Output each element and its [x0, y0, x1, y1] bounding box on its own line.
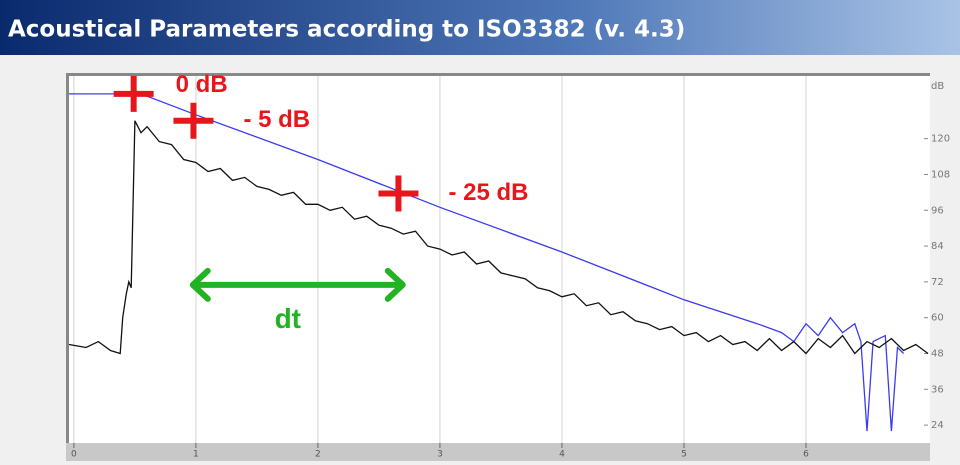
- x-tick-label: 6: [803, 450, 809, 460]
- y-tick-label: 24: [931, 420, 944, 431]
- y-unit-label: dB: [931, 81, 944, 92]
- annotation-label: - 5 dB: [243, 106, 310, 133]
- x-tick-label: 1: [193, 450, 199, 460]
- y-tick-label: 72: [931, 277, 944, 288]
- dt-label: dt: [275, 303, 301, 334]
- y-tick-label: 48: [931, 348, 944, 359]
- plot-area: [69, 76, 930, 445]
- dt-arrow: [189, 267, 406, 302]
- y-tick-label: 36: [931, 384, 944, 395]
- y-tick-label: 96: [931, 205, 944, 216]
- annotation-label: - 25 dB: [448, 179, 528, 206]
- x-tick-label: 4: [559, 450, 565, 460]
- marker-cross: [173, 102, 214, 139]
- marker-cross: [113, 75, 154, 112]
- marker-cross: [378, 175, 419, 212]
- y-tick-label: 108: [931, 169, 950, 180]
- annotation-label: 0 dB: [176, 71, 228, 98]
- series-line: [68, 120, 929, 355]
- y-tick-label: 60: [931, 313, 944, 324]
- window-title: Acoustical Parameters according to ISO33…: [8, 17, 685, 43]
- x-tick-label: 3: [437, 450, 443, 460]
- x-tick-label: 2: [315, 450, 321, 460]
- title-bar: [0, 0, 960, 55]
- y-tick-label: 84: [931, 241, 944, 252]
- x-axis-band: [66, 443, 930, 461]
- x-tick-label: 0: [71, 450, 77, 460]
- y-tick-label: 120: [931, 134, 950, 145]
- x-tick-label: 5: [681, 450, 687, 460]
- series-line: [69, 93, 905, 432]
